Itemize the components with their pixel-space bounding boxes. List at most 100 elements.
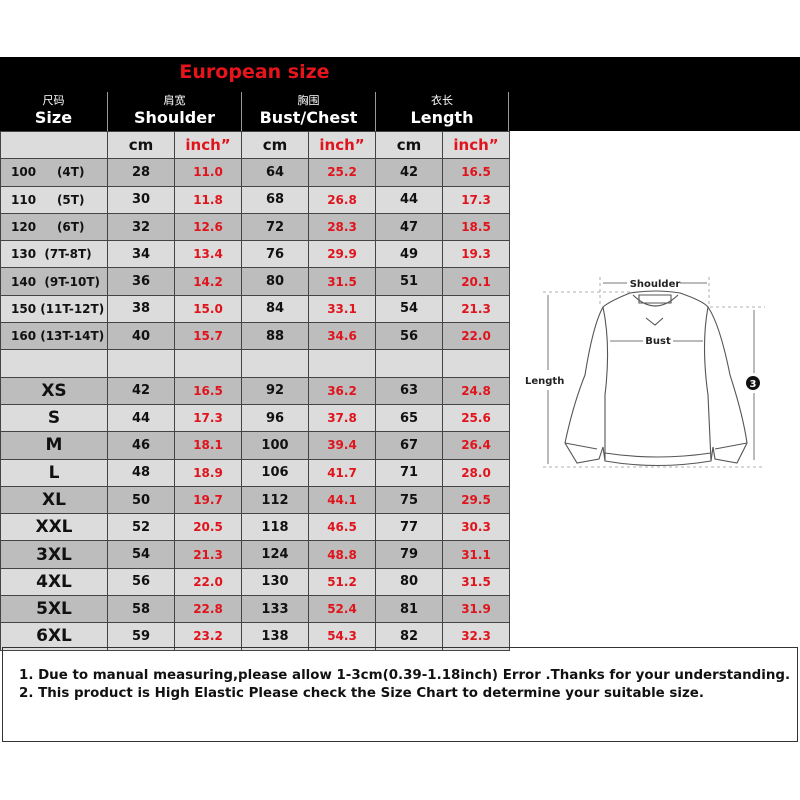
cell-size: 110 (5T) <box>0 185 108 214</box>
cell-bust-cm: 76 <box>241 240 309 269</box>
measure-guides <box>543 277 765 468</box>
cell-shoulder-cm: 30 <box>107 185 175 214</box>
cell-shoulder-cm: 50 <box>107 485 175 515</box>
table-row: XXL 52 20.5 118 46.5 77 30.3 <box>0 513 510 542</box>
cell-bust-inch: 29.9 <box>308 240 376 269</box>
cell-length-cm: 79 <box>375 540 443 569</box>
cell-bust-inch: 31.5 <box>308 267 376 296</box>
cell-length-cm: 67 <box>375 431 443 460</box>
cell-length-cm: 44 <box>375 185 443 214</box>
title-bar: European size <box>0 57 800 92</box>
cell-size: M <box>0 431 108 460</box>
header-shoulder: 肩宽 Shoulder <box>107 92 241 131</box>
cell-bust-cm: 112 <box>241 485 309 515</box>
cell-bust-cm: 72 <box>241 212 309 242</box>
cell-bust-cm: 133 <box>241 595 309 624</box>
cell-size: 120 (6T) <box>0 212 108 242</box>
cell-length-cm: 56 <box>375 322 443 351</box>
cell-size: 150 (11T-12T) <box>0 294 108 324</box>
cell-shoulder-cm: 48 <box>107 458 175 487</box>
cell-shoulder-inch: 14.2 <box>174 267 242 296</box>
cell-bust-inch: 48.8 <box>308 540 376 569</box>
cell-length-inch: 31.5 <box>442 567 510 597</box>
cell-size: S <box>0 403 108 433</box>
cell-length-inch: 19.3 <box>442 240 510 269</box>
cell-length-inch: 31.9 <box>442 595 510 624</box>
cell-shoulder-inch: 22.8 <box>174 595 242 624</box>
bust-label: Bust <box>645 336 671 347</box>
header-row: 尺码 Size 肩宽 Shoulder 胸围 Bust/Chest 衣长 Length <box>0 92 800 131</box>
cell-bust-inch: 26.8 <box>308 185 376 214</box>
header-size: 尺码 Size <box>0 92 107 131</box>
cell-length-inch: 24.8 <box>442 376 510 405</box>
units-row: cm inch” cm inch” cm inch” <box>0 130 510 160</box>
table-row: 160 (13T-14T) 40 15.7 88 34.6 56 22.0 <box>0 322 510 351</box>
cell-shoulder-inch: 13.4 <box>174 240 242 269</box>
cell-shoulder-cm: 44 <box>107 403 175 433</box>
cell-length-inch: 20.1 <box>442 267 510 296</box>
cell-size: XS <box>0 376 108 405</box>
cell-length-cm: 65 <box>375 403 443 433</box>
table-row: 110 (5T) 30 11.8 68 26.8 44 17.3 <box>0 185 510 214</box>
cell-shoulder-cm: 54 <box>107 540 175 569</box>
unit-cm: cm <box>241 130 309 160</box>
cell-length-cm: 71 <box>375 458 443 487</box>
size-table: cm inch” cm inch” cm inch” 100 (4T) 28 11.0 64 25.… <box>0 130 510 651</box>
cell-size: L <box>0 458 108 487</box>
cell-size: 6XL <box>0 622 108 651</box>
cell-length-inch: 22.0 <box>442 322 510 351</box>
blank-cell <box>107 349 175 378</box>
cell-shoulder-cm: 32 <box>107 212 175 242</box>
cell-length-inch: 16.5 <box>442 158 510 187</box>
table-row: 6XL 59 23.2 138 54.3 82 32.3 <box>0 622 510 651</box>
table-row: L 48 18.9 106 41.7 71 28.0 <box>0 458 510 487</box>
cell-bust-inch: 33.1 <box>308 294 376 324</box>
cell-bust-cm: 84 <box>241 294 309 324</box>
cell-length-cm: 42 <box>375 158 443 187</box>
table-row: XS 42 16.5 92 36.2 63 24.8 <box>0 376 510 405</box>
cell-bust-cm: 96 <box>241 403 309 433</box>
cell-bust-inch: 25.2 <box>308 158 376 187</box>
header-size-cn: 尺码 <box>42 94 65 107</box>
cell-bust-inch: 46.5 <box>308 513 376 542</box>
cell-bust-cm: 100 <box>241 431 309 460</box>
cell-length-cm: 63 <box>375 376 443 405</box>
cell-length-inch: 18.5 <box>442 212 510 242</box>
cell-bust-cm: 106 <box>241 458 309 487</box>
cell-shoulder-inch: 11.8 <box>174 185 242 214</box>
unit-inch: inch” <box>174 130 242 160</box>
blank-cell <box>375 349 443 378</box>
notes-box: 1. Due to manual measuring,please allow … <box>2 647 798 742</box>
cell-bust-inch: 52.4 <box>308 595 376 624</box>
sleeve-marker-icon <box>746 376 760 390</box>
blank-cell <box>308 349 376 378</box>
cell-bust-inch: 51.2 <box>308 567 376 597</box>
table-row: 130 (7T-8T) 34 13.4 76 29.9 49 19.3 <box>0 240 510 269</box>
cell-shoulder-cm: 46 <box>107 431 175 460</box>
cell-shoulder-inch: 15.0 <box>174 294 242 324</box>
cell-bust-inch: 34.6 <box>308 322 376 351</box>
header-shoulder-en: Shoulder <box>134 108 215 127</box>
cell-shoulder-inch: 18.1 <box>174 431 242 460</box>
header-length-cn: 衣长 <box>431 94 453 107</box>
cell-length-cm: 77 <box>375 513 443 542</box>
cell-bust-inch: 41.7 <box>308 458 376 487</box>
blank-cell <box>442 349 510 378</box>
unit-cm: cm <box>375 130 443 160</box>
table-row: 4XL 56 22.0 130 51.2 80 31.5 <box>0 567 510 597</box>
cell-length-cm: 49 <box>375 240 443 269</box>
cell-shoulder-inch: 23.2 <box>174 622 242 651</box>
cell-shoulder-inch: 17.3 <box>174 403 242 433</box>
cell-size: 5XL <box>0 595 108 624</box>
table-row: 150 (11T-12T) 38 15.0 84 33.1 54 21.3 <box>0 294 510 324</box>
cell-shoulder-inch: 18.9 <box>174 458 242 487</box>
cell-length-cm: 80 <box>375 567 443 597</box>
cell-shoulder-cm: 36 <box>107 267 175 296</box>
cell-size: 3XL <box>0 540 108 569</box>
cell-shoulder-inch: 12.6 <box>174 212 242 242</box>
cell-length-inch: 31.1 <box>442 540 510 569</box>
table-row: 5XL 58 22.8 133 52.4 81 31.9 <box>0 595 510 624</box>
cell-shoulder-inch: 16.5 <box>174 376 242 405</box>
blank-cell <box>0 349 108 378</box>
cell-bust-inch: 39.4 <box>308 431 376 460</box>
